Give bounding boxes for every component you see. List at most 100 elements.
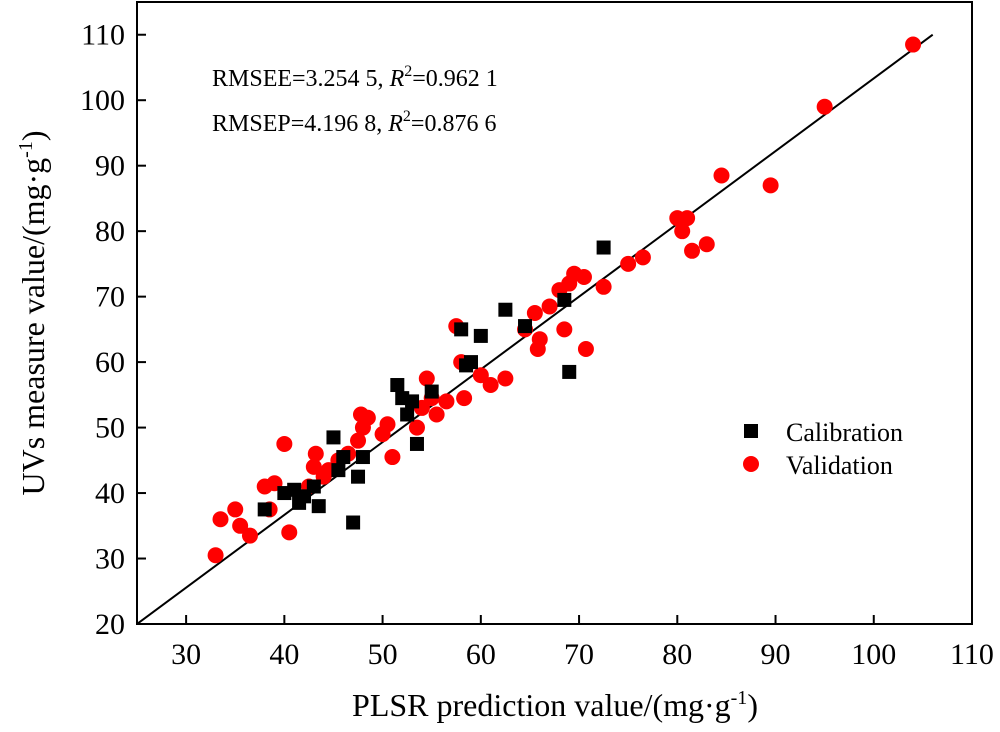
calibration-point (498, 302, 513, 317)
calibration-point (390, 378, 405, 393)
x-tick-label: 40 (269, 638, 299, 671)
y-tick-label: 50 (95, 412, 125, 445)
validation-point (456, 390, 473, 407)
validation-point (526, 305, 543, 321)
validation-point (227, 501, 244, 518)
validation-point (307, 445, 324, 462)
validation-point (679, 210, 696, 227)
validation-point (497, 370, 514, 387)
legend-calibration-marker (744, 424, 758, 438)
rmsep-prefix: RMSEP=4.196 8, (212, 111, 388, 137)
legend-validation-marker (743, 456, 759, 472)
validation-point (350, 432, 367, 449)
y-axis: 20 30 40 50 60 70 80 90 100 110 (80, 19, 146, 641)
reference-line (137, 33, 934, 624)
rmsee-r-superscript: 2 (404, 63, 412, 80)
y-axis-title-superscript: -1 (15, 141, 37, 158)
calibration-point (473, 328, 488, 343)
validation-point (232, 517, 249, 534)
validation-point (384, 449, 401, 466)
validation-point (359, 409, 376, 426)
x-tick-label: 70 (564, 638, 594, 671)
validation-point (684, 242, 701, 259)
validation-point (305, 458, 322, 475)
validation-point (531, 331, 548, 348)
legend: Calibration Validation (743, 418, 903, 480)
calibration-point (405, 394, 420, 409)
validation-point (241, 527, 258, 544)
calibration-point (351, 469, 366, 484)
calibration-point (311, 499, 326, 514)
calibration-point (409, 436, 424, 451)
validation-point (620, 255, 637, 272)
calibration-point (424, 384, 439, 399)
validation-point (595, 278, 612, 295)
calibration-point (562, 364, 577, 379)
calibration-point (331, 463, 346, 478)
validation-point (379, 416, 396, 433)
validation-point (905, 36, 922, 53)
legend-validation-label: Validation (786, 451, 893, 480)
calibration-point (326, 430, 341, 445)
y-tick-label: 110 (81, 19, 125, 52)
validation-point (816, 98, 833, 115)
legend-calibration-label: Calibration (786, 418, 903, 447)
validation-point (713, 167, 730, 184)
rmsep-suffix: =0.876 6 (411, 111, 497, 137)
validation-point (762, 177, 779, 194)
y-axis-title-end: ) (15, 131, 51, 142)
validation-point (482, 377, 499, 394)
calibration-point (400, 407, 415, 422)
y-tick-label: 100 (80, 84, 125, 117)
x-tick-label: 60 (466, 638, 496, 671)
validation-point (207, 547, 224, 564)
validation-point (541, 298, 558, 315)
y-tick-label: 70 (95, 281, 125, 314)
rmsee-suffix: =0.962 1 (412, 66, 498, 92)
rmsee-prefix: RMSEE=3.254 5, (212, 66, 390, 92)
calibration-point (355, 450, 370, 465)
plot-area-frame (136, 1, 973, 625)
x-tick-label: 110 (950, 638, 994, 671)
x-axis-title-end: ) (747, 687, 758, 723)
y-tick-label: 40 (95, 477, 125, 510)
calibration-point (257, 502, 272, 517)
y-axis-title-main: UVs measure value/(mg·g (15, 158, 51, 496)
validation-point (212, 511, 229, 528)
rmsep-annotation: RMSEP=4.196 8, R2=0.876 6 (212, 108, 496, 137)
validation-point (674, 223, 691, 240)
x-tick-label: 30 (171, 638, 201, 671)
validation-point (577, 341, 594, 358)
x-axis-title: PLSR prediction value/(mg·g-1) (352, 687, 758, 723)
x-tick-label: 80 (662, 638, 692, 671)
y-tick-label: 80 (95, 215, 125, 248)
validation-point (634, 249, 651, 266)
calibration-point (518, 319, 533, 334)
y-tick-label: 20 (95, 608, 125, 641)
validation-point (575, 268, 592, 285)
validation-point (418, 370, 435, 387)
rmsep-r-symbol: R (387, 111, 403, 137)
y-axis-title: UVs measure value/(mg·g-1) (15, 131, 51, 496)
y-tick-label: 90 (95, 150, 125, 183)
rmsee-annotation: RMSEE=3.254 5, R2=0.962 1 (212, 63, 498, 92)
validation-point (472, 367, 489, 384)
x-tick-label: 90 (761, 638, 791, 671)
x-axis-title-main: PLSR prediction value/(mg·g (352, 687, 731, 723)
calibration-point (346, 515, 361, 530)
calibration-point (454, 322, 469, 337)
rmsee-r-symbol: R (389, 66, 405, 92)
validation-point (428, 406, 445, 423)
y-tick-label: 30 (95, 543, 125, 576)
x-axis: 30 40 50 60 70 80 90 100 110 (171, 615, 994, 671)
calibration-point (336, 450, 351, 465)
validation-point (281, 524, 298, 541)
validation-point (408, 419, 425, 436)
validation-point (276, 435, 293, 452)
calibration-point (306, 479, 321, 494)
x-axis-title-superscript: -1 (731, 687, 748, 709)
data-points (207, 36, 922, 564)
calibration-point (464, 355, 478, 370)
validation-point (698, 236, 715, 253)
